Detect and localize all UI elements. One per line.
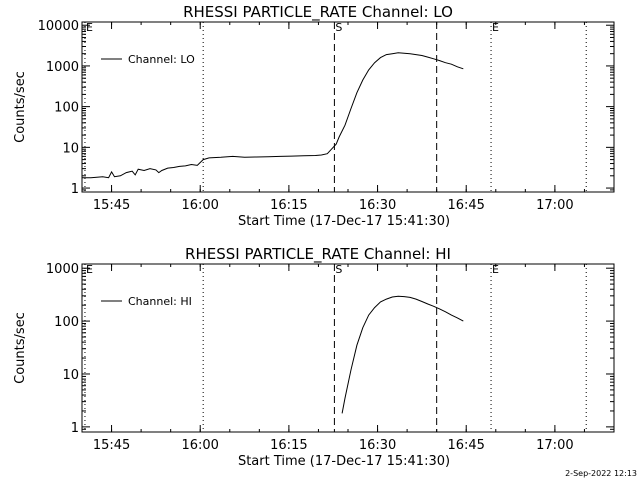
x-tick-label: 16:00: [181, 198, 218, 213]
x-tick-label: 15:45: [93, 198, 130, 213]
y-tick-label: 1: [71, 421, 79, 436]
y-tick-label: 100: [54, 315, 79, 330]
y-tick-label: 10: [62, 141, 79, 156]
y-tick-label: 1000: [46, 262, 79, 277]
series-line: [341, 295, 464, 414]
x-tick-label: 15:45: [93, 438, 130, 453]
y-tick-label: 100: [54, 101, 79, 116]
x-tick-label: 16:45: [447, 438, 484, 453]
marker-label: S: [335, 263, 342, 276]
chart-panel-lo: RHESSI PARTICLE_RATE Channel: LO Start Ti…: [13, 3, 615, 229]
marker-label: E: [86, 21, 93, 34]
x-axis-label: Start Time (17-Dec-17 15:41:30): [238, 214, 450, 229]
x-tick-label: 16:00: [181, 438, 218, 453]
legend-label: Channel: LO: [128, 53, 195, 66]
y-axis-label: Counts/sec: [13, 312, 28, 384]
chart-title: RHESSI PARTICLE_RATE Channel: LO: [183, 3, 453, 22]
chart-panel-hi: RHESSI PARTICLE_RATE Channel: HI Start Ti…: [13, 245, 615, 469]
y-tick-label: 10: [62, 368, 79, 383]
marker-label: E: [86, 263, 93, 276]
y-axis-label: Counts/sec: [13, 71, 28, 143]
chart-title: RHESSI PARTICLE_RATE Channel: HI: [185, 245, 451, 264]
plot-frame: [81, 21, 615, 193]
marker-label: E: [492, 21, 499, 34]
y-tick-label: 1: [71, 182, 79, 197]
x-tick-label: 16:15: [270, 438, 307, 453]
x-tick-label: 16:30: [359, 198, 396, 213]
x-tick-label: 16:45: [447, 198, 484, 213]
x-tick-label: 16:15: [270, 198, 307, 213]
x-tick-label: 17:00: [536, 438, 573, 453]
y-tick-label: 1000: [46, 60, 79, 75]
legend-label: Channel: HI: [128, 295, 192, 308]
plot-frame: [81, 263, 615, 433]
series-line: [82, 52, 464, 179]
x-axis-label: Start Time (17-Dec-17 15:41:30): [238, 454, 450, 469]
x-tick-label: 16:30: [359, 438, 396, 453]
marker-label: E: [492, 263, 499, 276]
x-tick-label: 17:00: [536, 198, 573, 213]
footer-timestamp: 2-Sep-2022 12:13: [565, 469, 637, 478]
y-tick-label: 10000: [38, 19, 79, 34]
marker-label: S: [335, 21, 342, 34]
